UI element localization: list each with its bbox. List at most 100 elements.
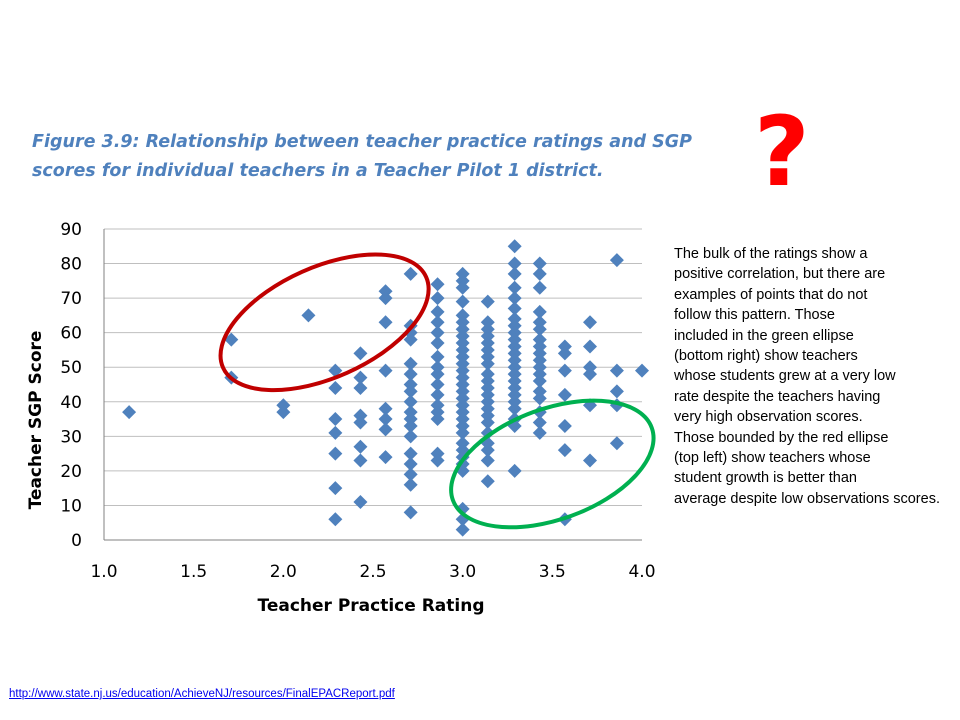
data-point	[328, 481, 343, 496]
data-point	[403, 505, 418, 520]
x-tick-label: 2.5	[359, 562, 386, 582]
data-point	[557, 346, 572, 361]
data-point	[609, 436, 624, 451]
x-tick-labels: 1.0 1.5 2.0 2.5 3.0 3.5 4.0	[90, 562, 655, 582]
data-point	[378, 450, 393, 465]
data-point	[480, 356, 495, 371]
y-tick-label: 80	[60, 255, 82, 275]
data-point	[353, 494, 368, 509]
data-point	[353, 453, 368, 468]
data-point	[507, 463, 522, 478]
data-point	[557, 443, 572, 458]
x-tick-label: 1.5	[180, 562, 207, 582]
data-point	[403, 456, 418, 471]
data-point	[609, 253, 624, 268]
data-point	[224, 332, 239, 347]
data-point	[455, 294, 470, 309]
data-point	[353, 370, 368, 385]
x-tick-label: 1.0	[90, 562, 117, 582]
data-point	[582, 315, 597, 330]
data-point	[430, 336, 445, 351]
data-point	[609, 363, 624, 378]
data-point	[301, 308, 316, 323]
y-axis-label: Teacher SGP Score	[26, 331, 46, 510]
y-tick-label: 30	[60, 427, 82, 447]
data-point	[378, 363, 393, 378]
data-point	[507, 301, 522, 316]
figure-title: Figure 3.9: Relationship between teacher…	[32, 132, 692, 181]
y-tick-labels: 0 10 20 30 40 50 60 70 80 90	[60, 220, 82, 551]
data-point	[403, 418, 418, 433]
data-point	[378, 412, 393, 427]
data-point	[403, 429, 418, 444]
data-points	[122, 239, 649, 537]
data-point	[403, 367, 418, 382]
x-tick-label: 4.0	[628, 562, 655, 582]
x-tick-label: 3.0	[449, 562, 476, 582]
question-mark: ?	[754, 96, 810, 208]
data-point	[430, 325, 445, 340]
data-point	[430, 412, 445, 427]
y-tick-label: 60	[60, 324, 82, 344]
data-point	[430, 387, 445, 402]
data-point	[480, 443, 495, 458]
data-point	[403, 467, 418, 482]
data-point	[328, 446, 343, 461]
data-point	[430, 315, 445, 330]
highlight-ellipses	[218, 252, 656, 530]
data-point	[557, 363, 572, 378]
data-point	[328, 425, 343, 440]
data-point	[430, 291, 445, 306]
data-point	[430, 349, 445, 364]
data-point	[328, 512, 343, 527]
data-point	[532, 374, 547, 389]
data-point	[430, 367, 445, 382]
y-tick-label: 10	[60, 496, 82, 516]
data-point	[378, 315, 393, 330]
data-point	[507, 239, 522, 254]
data-point	[430, 277, 445, 292]
data-point	[403, 384, 418, 399]
data-point	[378, 401, 393, 416]
data-point	[430, 453, 445, 468]
data-point	[532, 304, 547, 319]
data-point	[532, 415, 547, 430]
data-point	[507, 280, 522, 295]
data-point	[507, 256, 522, 271]
data-point	[122, 405, 137, 420]
data-point	[609, 384, 624, 399]
data-point	[403, 332, 418, 347]
y-tick-label: 70	[60, 289, 82, 309]
green-ellipse	[449, 398, 656, 530]
data-point	[455, 425, 470, 440]
data-point	[532, 266, 547, 281]
data-point	[480, 415, 495, 430]
data-point	[353, 415, 368, 430]
data-point	[455, 501, 470, 516]
axes	[103, 229, 642, 541]
data-point	[480, 294, 495, 309]
data-point	[532, 391, 547, 406]
data-point	[403, 446, 418, 461]
y-tick-label: 0	[71, 531, 82, 551]
data-point	[403, 477, 418, 492]
y-tick-label: 40	[60, 393, 82, 413]
data-point	[532, 280, 547, 295]
x-axis-label: Teacher Practice Rating	[257, 596, 484, 616]
annotation-text: The bulk of the ratings show a positive …	[674, 246, 940, 507]
data-point	[532, 425, 547, 440]
data-point	[557, 418, 572, 433]
data-point	[480, 474, 495, 489]
source-link[interactable]: http://www.state.nj.us/education/Achieve…	[9, 688, 395, 700]
data-point	[328, 412, 343, 427]
data-point	[353, 346, 368, 361]
data-point	[582, 453, 597, 468]
data-point	[378, 291, 393, 306]
data-point	[507, 291, 522, 306]
data-point	[353, 439, 368, 454]
data-point	[582, 339, 597, 354]
data-point	[328, 380, 343, 395]
data-point	[403, 266, 418, 281]
data-point	[403, 394, 418, 409]
